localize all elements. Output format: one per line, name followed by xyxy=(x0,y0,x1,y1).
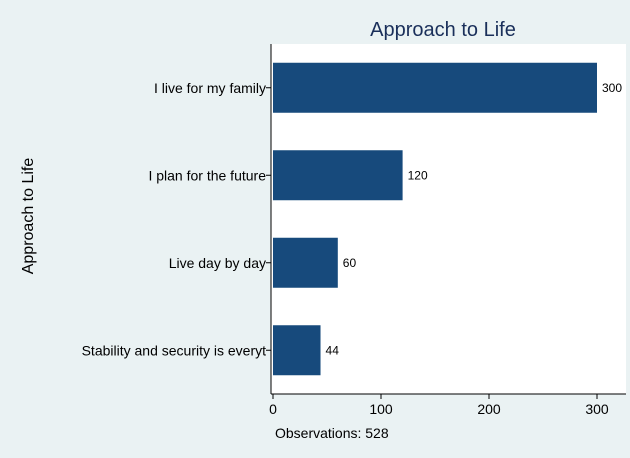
bar xyxy=(273,150,403,201)
chart-title: Approach to Life xyxy=(370,19,516,41)
value-label: 44 xyxy=(326,343,340,357)
bar xyxy=(273,237,338,288)
bars-group xyxy=(273,62,597,376)
y-axis-title: Approach to Life xyxy=(20,158,37,275)
value-label: 60 xyxy=(343,256,357,270)
x-tick-label: 0 xyxy=(269,401,277,417)
x-ticks-group: 0 100 200 300 xyxy=(266,87,609,417)
observations-note: Observations: 528 xyxy=(275,425,389,441)
category-label: Live day by day xyxy=(169,255,266,271)
value-label: 300 xyxy=(602,81,622,95)
bar xyxy=(273,62,597,113)
category-label: I live for my family xyxy=(154,80,266,96)
x-tick-label: 200 xyxy=(477,401,501,417)
x-tick-label: 100 xyxy=(369,401,393,417)
x-tick-label: 300 xyxy=(585,401,609,417)
bar xyxy=(273,325,321,376)
category-label: I plan for the future xyxy=(148,167,266,183)
value-label: 120 xyxy=(408,168,428,182)
value-labels-group: 300 120 60 44 xyxy=(326,81,623,358)
category-labels-group: I live for my family I plan for the futur… xyxy=(82,80,267,359)
category-label: Stability and security is everyt xyxy=(82,342,267,358)
